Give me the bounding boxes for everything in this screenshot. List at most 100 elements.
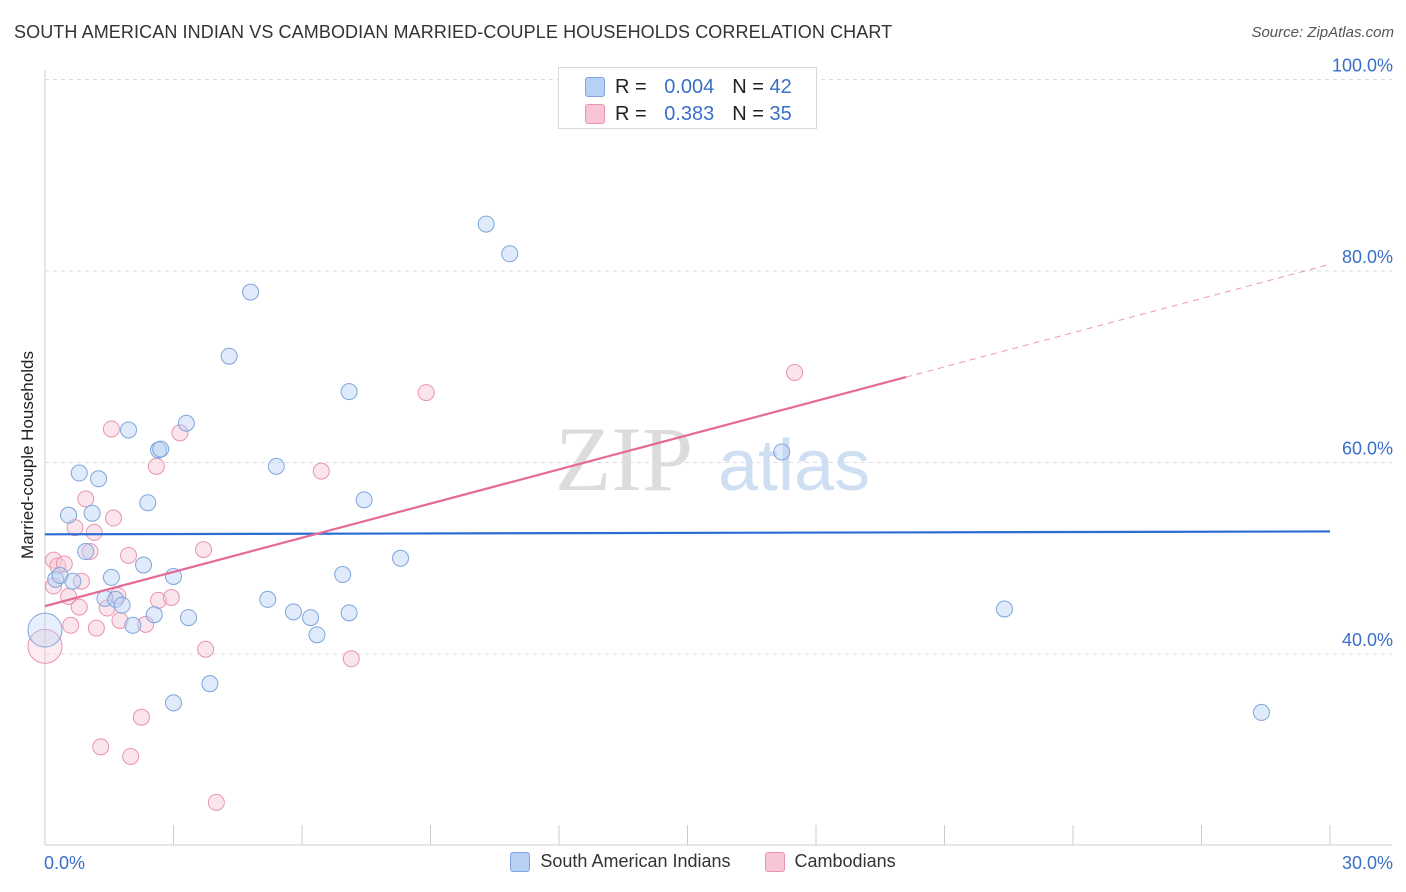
- data-point: [77, 490, 95, 508]
- y-tick-label: 60.0%: [1342, 439, 1393, 459]
- data-point: [120, 421, 138, 439]
- legend-label: South American Indians: [540, 851, 731, 871]
- data-point: [27, 628, 63, 664]
- legend-label: Cambodians: [794, 851, 896, 871]
- data-point: [773, 443, 791, 461]
- data-point: [139, 494, 157, 512]
- data-point: [105, 509, 123, 527]
- data-point: [786, 363, 804, 381]
- data-point: [145, 606, 163, 624]
- axes: [44, 70, 1392, 846]
- data-point: [107, 590, 125, 608]
- data-point: [55, 555, 73, 573]
- legend-r-value: 0.004: [664, 75, 715, 98]
- data-point: [284, 603, 302, 621]
- legend-r-label: R =: [615, 75, 647, 98]
- data-point: [355, 491, 373, 509]
- data-point: [62, 616, 80, 634]
- data-point: [70, 598, 88, 616]
- data-point: [27, 612, 63, 648]
- data-point: [83, 504, 101, 522]
- data-point: [267, 457, 285, 475]
- data-point: [177, 414, 195, 432]
- trend-line-cambodians: [44, 376, 907, 608]
- data-point: [194, 541, 212, 559]
- legend-n-value: 42: [769, 75, 792, 98]
- data-point: [417, 384, 435, 402]
- data-point: [92, 738, 110, 756]
- data-point: [77, 543, 95, 561]
- y-axis-label: Married-couple Households: [18, 351, 37, 559]
- data-point: [137, 615, 155, 633]
- source-label: Source: ZipAtlas.com: [1251, 24, 1394, 41]
- chart-title: SOUTH AMERICAN INDIAN VS CAMBODIAN MARRI…: [14, 22, 893, 42]
- legend-row-cambodians: R = 0.383 N = 35: [585, 101, 792, 127]
- x-tick-label: 30.0%: [1342, 853, 1393, 873]
- data-point: [312, 462, 330, 480]
- watermark: ZIP atlas: [555, 408, 870, 510]
- data-point: [501, 245, 519, 263]
- data-point: [81, 543, 99, 561]
- data-point: [340, 383, 358, 401]
- data-point: [152, 440, 170, 458]
- data-point: [102, 420, 120, 438]
- trend-line-south-american-indians: [44, 530, 1331, 536]
- data-point: [102, 568, 120, 586]
- data-point: [201, 675, 219, 693]
- y-tick-label: 80.0%: [1342, 247, 1393, 267]
- data-point: [120, 546, 138, 564]
- watermark-atlas: atlas: [718, 426, 870, 506]
- data-point: [132, 708, 150, 726]
- data-point: [64, 572, 82, 590]
- data-point: [171, 424, 189, 442]
- series-legend: South American Indians Cambodians: [0, 851, 1406, 872]
- data-point: [72, 572, 90, 590]
- correlation-legend: R = 0.004 N = 42 R = 0.383 N = 35: [558, 67, 817, 129]
- data-point: [197, 640, 215, 658]
- data-point: [340, 604, 358, 622]
- legend-r-label: R =: [615, 102, 647, 125]
- legend-swatch-pink: [585, 104, 605, 124]
- legend-swatch-blue: [585, 77, 605, 97]
- y-tick-label: 40.0%: [1342, 630, 1393, 650]
- data-point: [995, 600, 1013, 618]
- x-tick-label: 0.0%: [44, 853, 85, 873]
- legend-item-cambodians: Cambodians: [764, 851, 896, 872]
- legend-row-south-american-indians: R = 0.004 N = 42: [585, 74, 792, 100]
- legend-n-label: N =: [732, 102, 764, 125]
- legend-n-label: N =: [732, 75, 764, 98]
- data-point: [162, 589, 180, 607]
- data-point: [147, 457, 165, 475]
- cambodians-points: [27, 363, 804, 811]
- data-point: [165, 694, 182, 712]
- data-point: [220, 347, 238, 365]
- data-point: [135, 556, 153, 574]
- gridlines: [45, 79, 1392, 655]
- y-tick-label: 100.0%: [1332, 56, 1393, 76]
- data-point: [124, 616, 142, 634]
- data-point: [259, 590, 277, 608]
- data-point: [392, 549, 410, 567]
- data-point: [45, 577, 63, 595]
- data-point: [90, 470, 108, 488]
- data-point: [70, 464, 88, 482]
- data-point: [85, 523, 103, 541]
- legend-r-value: 0.383: [664, 102, 715, 125]
- x-tick-labels: 0.0% 30.0%: [44, 853, 1393, 873]
- trend-lines: [44, 263, 1331, 608]
- data-point: [179, 609, 197, 627]
- data-point: [60, 506, 78, 524]
- data-point: [302, 609, 320, 627]
- legend-swatch-blue: [510, 851, 531, 872]
- south-american-indians-points: [27, 215, 1270, 721]
- data-point: [334, 566, 352, 584]
- data-point: [242, 283, 260, 301]
- legend-swatch-pink: [764, 851, 785, 872]
- data-point: [113, 596, 131, 614]
- data-point: [207, 793, 225, 811]
- data-point: [342, 650, 360, 668]
- data-point: [122, 747, 140, 765]
- y-tick-labels: 40.0% 60.0% 80.0% 100.0%: [1332, 56, 1393, 651]
- trend-line-cambodians-extension: [905, 263, 1331, 378]
